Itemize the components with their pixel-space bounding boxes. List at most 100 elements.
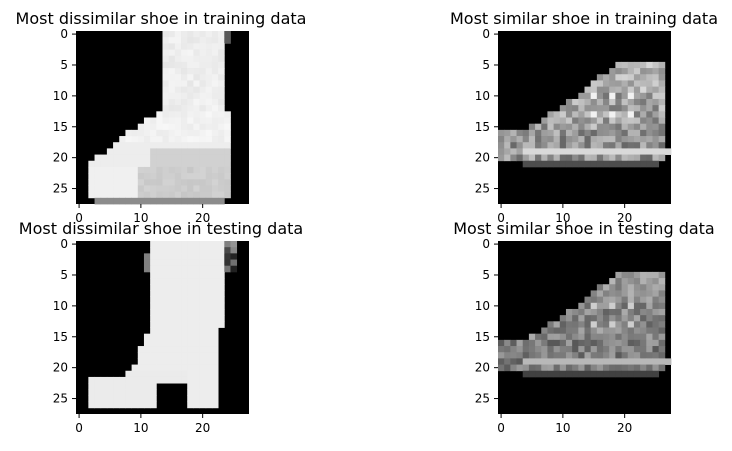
image-pixel [168,315,176,322]
image-pixel [652,352,660,359]
image-pixel [181,117,188,125]
image-pixel [535,346,542,353]
image-pixel [174,247,182,254]
image-pixel [578,302,585,310]
image-pixel [187,339,194,347]
image-pixel [174,49,182,57]
image-pixel [596,290,604,298]
image-pixel [211,265,219,273]
image-pixel [572,148,579,155]
image-pixel [633,98,641,106]
image-pixel [199,389,207,396]
image-pixel [603,154,610,162]
image-pixel [181,271,188,279]
image-pixel [230,247,238,254]
image-pixel [193,333,200,341]
image-pixel [174,74,182,81]
image-pixel [193,185,200,193]
image-pixel [584,123,592,131]
image-pixel [168,31,176,38]
image-pixel [658,339,666,347]
image-pixel [609,278,616,285]
image-pixel [181,346,188,353]
image-pixel [150,308,157,316]
image-pixel [559,148,567,155]
image-pixel [181,55,188,63]
image-pixel [211,284,219,291]
image-pixel [174,55,182,63]
image-pixel [640,136,647,143]
y-tick-label: 20 [475,361,490,375]
image-pixel [131,383,139,390]
image-pixel [174,148,182,155]
image-pixel [131,364,139,372]
image-pixel [119,395,126,403]
image-pixel [193,142,200,149]
image-pixel [559,321,567,328]
image-pixel [658,284,666,291]
image-pixel [174,290,182,298]
image-pixel [646,92,653,100]
image-pixel [590,160,598,168]
image-pixel [174,37,182,44]
image-pixel [633,123,641,131]
image-pixel [150,376,157,384]
image-pixel [211,191,219,199]
image-pixel [119,160,126,168]
image-pixel [119,376,126,384]
image-pixel [504,148,511,155]
image-pixel [168,148,176,155]
image-pixel [621,308,629,316]
image-pixel [199,166,207,174]
image-pixel [621,346,629,353]
image-pixel [609,80,616,88]
image-pixel [578,117,585,125]
image-pixel [193,346,200,353]
image-pixel [627,61,635,69]
image-pixel [596,86,604,94]
image-pixel [199,148,207,155]
image-pixel [193,160,200,168]
image-pixel [603,142,610,149]
image-pixel [627,74,635,81]
image-pixel [658,278,666,285]
image-pixel [199,259,207,267]
image-pixel [211,105,219,112]
image-pixel [633,111,641,118]
image-pixel [119,179,126,186]
image-pixel [652,117,660,125]
image-pixel [143,185,151,193]
image-pixel [218,179,225,186]
image-pixel [193,179,200,186]
image-pixel [658,352,666,359]
y-tick-label: 25 [475,182,490,196]
image-pixel [547,370,555,378]
image-pixel [633,86,641,94]
x-tick-label: 10 [133,211,148,225]
image-pixel [174,117,182,125]
image-pixel [156,364,163,372]
image-pixel [633,308,641,316]
image-pixel [627,308,635,316]
image-pixel [174,185,182,193]
image-pixel [187,241,194,248]
image-pixel [162,333,170,341]
image-pixel [211,296,219,304]
image-pixel [528,339,536,347]
image-pixel [572,315,579,322]
image-pixel [168,327,176,335]
image-pixel [143,123,151,131]
image-pixel [211,358,219,365]
image-pixel [205,253,213,260]
image-pixel [218,265,225,273]
image-pixel [590,364,598,372]
image-pixel [113,160,120,168]
image-pixel [565,117,573,125]
image-pixel [590,92,598,100]
image-pixel [224,253,231,260]
y-tick-label: 5 [482,268,490,282]
image-pixel [528,364,536,372]
image-pixel [168,49,176,57]
image-pixel [181,284,188,291]
image-pixel [621,68,629,75]
